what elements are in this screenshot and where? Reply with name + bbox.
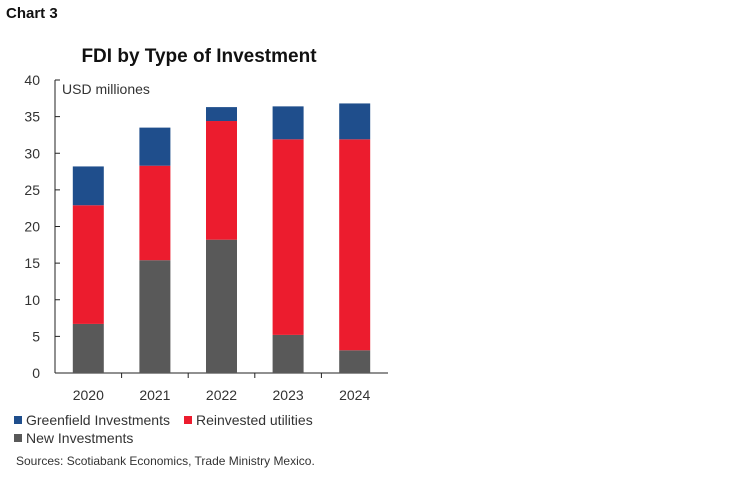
- bar-new-investments-2020: [72, 323, 104, 373]
- y-tick-label: 40: [24, 72, 40, 88]
- bar-new-investments-2022: [206, 239, 237, 373]
- y-tick-label: 0: [32, 365, 40, 381]
- y-tick-label: 30: [24, 145, 40, 161]
- legend: Greenfield Investments Reinvested utilit…: [14, 411, 327, 447]
- legend-label-reinvested: Reinvested utilities: [195, 412, 313, 428]
- bar-reinvested-utilities-2020: [72, 205, 104, 324]
- bar-greenfield-investments-2021: [139, 127, 171, 166]
- x-tick-label: 2021: [139, 387, 170, 403]
- bar-reinvested-utilities-2023: [272, 139, 304, 335]
- y-tick-label: 35: [24, 109, 40, 125]
- bar-new-investments-2021: [139, 260, 171, 373]
- bar-new-investments-2024: [339, 350, 371, 373]
- x-tick-label: 2020: [73, 387, 104, 403]
- x-tick-label: 2023: [273, 387, 304, 403]
- legend-label-new: New Investments: [26, 430, 134, 446]
- legend-item-new: New Investments: [14, 430, 133, 446]
- bar-reinvested-utilities-2024: [339, 139, 371, 351]
- legend-item-reinvested: Reinvested utilities: [183, 412, 313, 428]
- chart-number-label: Chart 3: [6, 5, 58, 22]
- legend-label-greenfield: Greenfield Investments: [26, 412, 170, 428]
- bar-series-group: [72, 103, 371, 373]
- y-unit-label: USD milliones: [62, 81, 150, 97]
- source-note: Sources: Scotiabank Economics, Trade Min…: [16, 454, 315, 468]
- x-tick-label: 2022: [206, 387, 237, 403]
- bar-greenfield-investments-2024: [339, 103, 371, 140]
- y-tick-label: 25: [24, 182, 40, 198]
- y-tick-label: 10: [24, 292, 40, 308]
- chart-title: FDI by Type of Investment: [81, 46, 317, 67]
- bar-greenfield-investments-2023: [272, 106, 304, 140]
- legend-swatch-reinvested: [183, 416, 192, 424]
- axes: 0 5 10 15 20 25 30 35 40: [24, 72, 388, 381]
- legend-swatch-greenfield: [14, 416, 22, 424]
- y-tick-label: 5: [32, 328, 40, 344]
- y-tick-label: 15: [24, 255, 40, 271]
- bar-greenfield-investments-2020: [72, 166, 104, 206]
- y-tick-label: 20: [24, 219, 40, 235]
- bar-new-investments-2023: [272, 334, 304, 373]
- x-tick-labels: 2020 2021 2022 2023 2024: [73, 387, 371, 403]
- legend-swatch-new: [14, 434, 22, 442]
- bar-greenfield-investments-2022: [206, 107, 237, 122]
- x-tick-label: 2024: [339, 387, 370, 403]
- bar-reinvested-utilities-2021: [139, 165, 171, 261]
- legend-item-greenfield: Greenfield Investments: [14, 412, 170, 428]
- bar-reinvested-utilities-2022: [206, 121, 237, 240]
